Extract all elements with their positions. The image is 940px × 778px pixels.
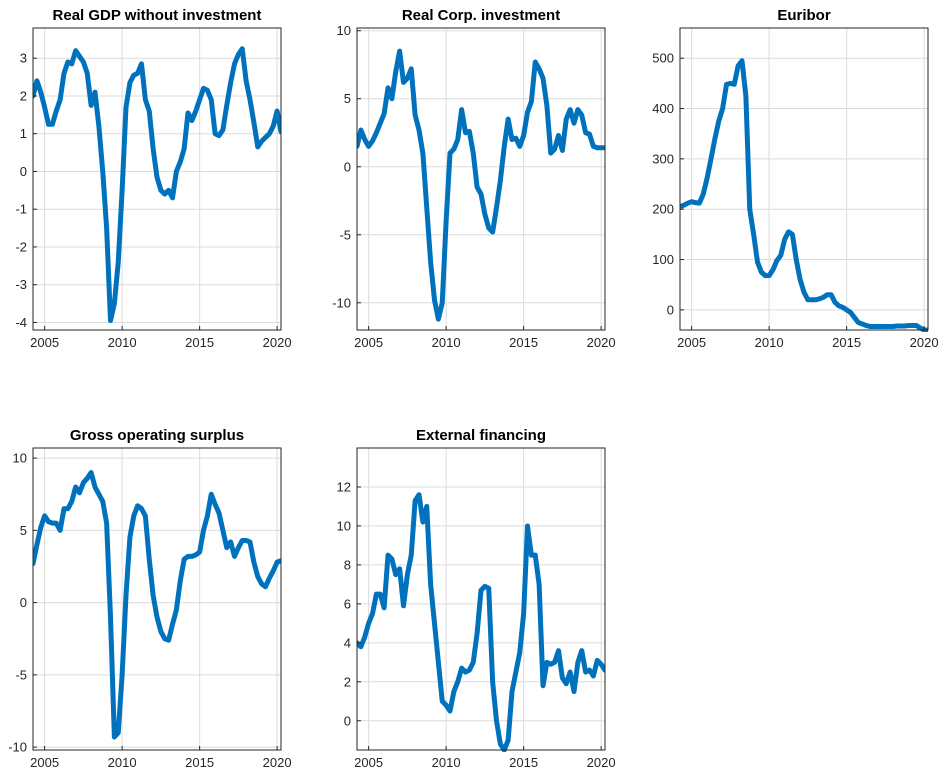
real-gdp-y-tick-label: -4 [15,315,27,330]
euribor-panel: 2005 2010 2015 2020 0 100 200 300 400 500 Euribor [652,7,938,350]
gross-operating-surplus-x-tick-label: 2015 [185,755,214,770]
real-gdp-x-tick-label: 2010 [108,335,137,350]
real-gdp-y-tick-label: -3 [15,277,27,292]
external-financing-y-tick-label: 6 [344,596,351,611]
real-corp-investment-title: Real Corp. investment [402,7,560,24]
real-gdp-y-tick-label: -2 [15,239,27,254]
real-gdp-x-tick-label: 2015 [185,335,214,350]
euribor-y-tick-label: 300 [652,151,674,166]
euribor-x-tick-label: 2010 [755,335,784,350]
real-gdp-y-tick-label: 2 [20,88,27,103]
real-corp-investment-panel: 2005 2010 2015 2020 -10 -5 0 5 10 Real Corp. inve… [332,7,615,350]
euribor-y-tick-label: 500 [652,51,674,66]
external-financing-axes-box [356,447,606,751]
euribor-axes-box [679,27,929,331]
external-financing-y-tick-label: 12 [337,479,351,494]
euribor-x-tick-label: 2005 [677,335,706,350]
euribor-y-tick-label: 200 [652,202,674,217]
euribor-x-tick-label: 2015 [832,335,861,350]
real-gdp-x-tick-label: 2005 [30,335,59,350]
external-financing-title: External financing [416,427,546,444]
real-corp-investment-x-tick-label: 2010 [432,335,461,350]
real-corp-investment-x-tick-label: 2020 [587,335,616,350]
external-financing-x-tick-label: 2015 [509,755,538,770]
euribor-title: Euribor [777,7,830,24]
gross-operating-surplus-title: Gross operating surplus [70,427,244,444]
real-corp-investment-plot-area [357,28,605,330]
gross-operating-surplus-axes-box [32,447,282,751]
real-gdp-x-tick-label: 2020 [263,335,292,350]
real-corp-investment-series-line [357,48,605,322]
external-financing-x-tick-label: 2005 [354,755,383,770]
external-financing-panel: 2005 2010 2015 2020 0 2 4 6 8 10 12 External financ… [337,427,616,770]
real-gdp-panel: 2005 2010 2015 2020 -4 -3 -2 -1 0 1 2 3 Real GDP wit… [15,7,291,350]
real-gdp-y-tick-label: 3 [20,51,27,66]
euribor-y-tick-label: 100 [652,252,674,267]
real-corp-investment-x-tick-label: 2005 [354,335,383,350]
gross-operating-surplus-x-tick-label: 2020 [263,755,292,770]
external-financing-x-tick-label: 2010 [432,755,461,770]
external-financing-y-tick-label: 2 [344,674,351,689]
gross-operating-surplus-y-tick-label: 0 [20,595,27,610]
gross-operating-surplus-series-line [33,470,281,740]
euribor-plot-area [680,28,928,330]
external-financing-x-tick-label: 2020 [587,755,616,770]
real-corp-investment-y-tick-label: 10 [337,23,351,38]
external-financing-y-tick-label: 8 [344,557,351,572]
real-corp-investment-y-tick-label: 0 [344,159,351,174]
euribor-y-tick-label: 0 [667,302,674,317]
real-gdp-series-line [33,46,281,324]
real-gdp-axes-box [32,27,282,331]
gross-operating-surplus-x-tick-label: 2010 [108,755,137,770]
real-gdp-title: Real GDP without investment [53,7,262,24]
euribor-series-line [680,58,928,332]
gross-operating-surplus-x-tick-label: 2005 [30,755,59,770]
euribor-y-tick-label: 400 [652,101,674,116]
real-corp-investment-y-tick-label: -10 [332,295,351,310]
real-gdp-y-tick-label: 1 [20,126,27,141]
real-gdp-y-tick-label: 0 [20,164,27,179]
gross-operating-surplus-panel: 2005 2010 2015 2020 -10 -5 0 5 10 Gross operating… [8,427,291,770]
gross-operating-surplus-y-tick-label: 10 [13,451,27,466]
external-financing-y-tick-label: 10 [337,518,351,533]
gross-operating-surplus-y-tick-label: 5 [20,523,27,538]
euribor-x-tick-label: 2020 [910,335,939,350]
real-corp-investment-y-tick-label: -5 [339,227,351,242]
external-financing-y-tick-label: 4 [344,635,351,650]
external-financing-series-line [357,492,605,752]
gross-operating-surplus-plot-area [33,448,281,750]
real-corp-investment-y-tick-label: 5 [344,91,351,106]
gross-operating-surplus-y-tick-label: -5 [15,667,27,682]
real-corp-investment-axes-box [356,27,606,331]
external-financing-y-tick-label: 0 [344,713,351,728]
gross-operating-surplus-y-tick-label: -10 [8,740,27,755]
real-gdp-y-tick-label: -1 [15,202,27,217]
real-corp-investment-x-tick-label: 2015 [509,335,538,350]
